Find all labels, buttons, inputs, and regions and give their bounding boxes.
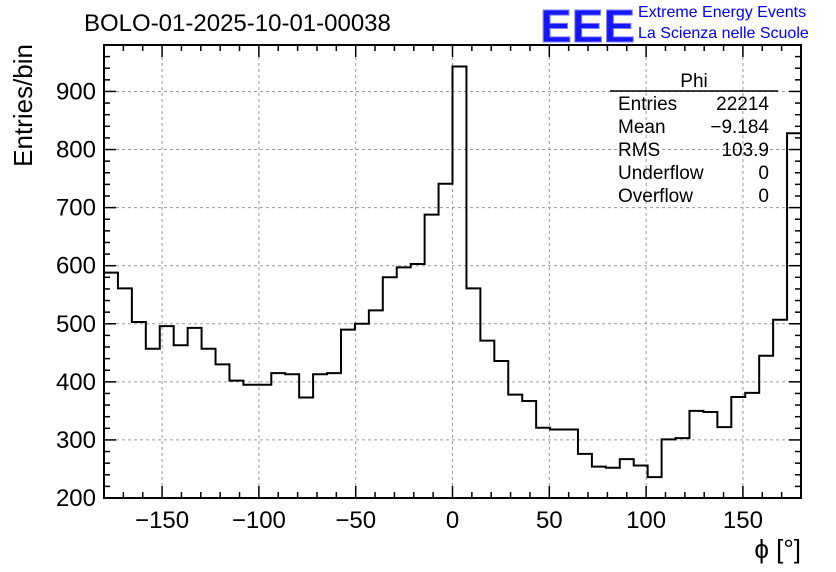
x-tick-label: −100 xyxy=(232,507,286,534)
stats-label: Mean xyxy=(618,117,666,138)
histogram-bin xyxy=(522,401,536,498)
histogram-bin xyxy=(202,349,216,498)
histogram-bin xyxy=(411,264,425,498)
y-tick-label: 500 xyxy=(56,311,96,338)
histogram-bin xyxy=(299,398,313,498)
stats-value: 103.9 xyxy=(721,140,769,161)
y-tick-label: 600 xyxy=(56,253,96,280)
x-tick-label: −50 xyxy=(335,507,376,534)
stats-label: RMS xyxy=(618,140,660,161)
stats-title: Phi xyxy=(680,71,707,92)
histogram-bin xyxy=(243,385,257,498)
histogram-bin xyxy=(676,438,690,498)
x-tick-label: 150 xyxy=(723,507,763,534)
histogram-bin xyxy=(383,277,397,498)
histogram-bin xyxy=(229,381,243,498)
x-tick-label: −150 xyxy=(135,507,189,534)
histogram-bin xyxy=(508,395,522,498)
y-tick-label: 300 xyxy=(56,427,96,454)
histogram-bin xyxy=(118,288,132,498)
logo-line-2: La Scienza nelle Scuole xyxy=(638,25,809,42)
histogram-bin xyxy=(439,184,453,498)
histogram-bin xyxy=(703,412,717,498)
histogram-bin xyxy=(592,467,606,498)
stats-value: −9.184 xyxy=(710,117,769,138)
histogram-bin xyxy=(662,439,676,498)
histogram-bin xyxy=(174,345,188,498)
histogram-bin xyxy=(787,133,801,498)
histogram-bin xyxy=(369,310,383,498)
histogram-bin xyxy=(397,267,411,498)
histogram-bin xyxy=(271,373,285,498)
histogram-bin xyxy=(425,215,439,498)
y-tick-label: 700 xyxy=(56,195,96,222)
histogram-bin xyxy=(132,322,146,498)
x-axis-label: ϕ [°] xyxy=(754,534,801,564)
histogram-bin xyxy=(341,330,355,498)
stats-value: 0 xyxy=(758,186,769,207)
histogram-bin xyxy=(536,428,550,498)
logo-mark: EEE xyxy=(540,2,635,46)
histogram-outline xyxy=(103,65,802,498)
x-tick-label: 50 xyxy=(536,507,563,534)
histogram-bin xyxy=(759,356,773,498)
histogram-bin xyxy=(773,320,787,498)
histogram-bin xyxy=(648,477,662,498)
histogram-bin xyxy=(578,454,592,498)
histogram-bin xyxy=(550,429,564,498)
histogram-bin xyxy=(188,328,202,498)
histogram-bin xyxy=(216,364,230,498)
histogram-bin xyxy=(285,374,299,498)
histogram-bin xyxy=(355,324,369,498)
histogram-bin xyxy=(717,427,731,498)
histogram-bin xyxy=(480,341,494,498)
histogram-bin xyxy=(731,397,745,498)
histogram-bin xyxy=(313,374,327,498)
histogram-bin xyxy=(689,411,703,498)
stats-label: Underflow xyxy=(618,163,704,184)
histogram-bin xyxy=(160,326,174,498)
histogram-bin xyxy=(257,385,271,498)
y-tick-label: 400 xyxy=(56,369,96,396)
stats-value: 22214 xyxy=(716,94,769,115)
stats-label: Overflow xyxy=(618,186,693,207)
histogram-bin xyxy=(466,288,480,498)
chart-title: BOLO-01-2025-10-01-00038 xyxy=(84,10,391,37)
y-tick-label: 200 xyxy=(56,485,96,512)
histogram-bin xyxy=(146,349,160,498)
histogram-bin xyxy=(494,361,508,498)
y-tick-label: 900 xyxy=(56,78,96,105)
x-tick-label: 100 xyxy=(626,507,666,534)
logo-line-1: Extreme Energy Events xyxy=(638,4,807,21)
eee-logo: EEE xyxy=(540,2,636,46)
histogram-bin xyxy=(453,66,467,498)
stats-label: Entries xyxy=(618,94,677,115)
y-axis-label: Entries/bin xyxy=(8,44,38,167)
histogram-bin xyxy=(564,429,578,498)
histogram-bin xyxy=(327,373,341,498)
stats-value: 0 xyxy=(758,163,769,184)
histogram-bin xyxy=(745,393,759,498)
histogram-bin xyxy=(104,273,118,498)
x-tick-label: 0 xyxy=(446,507,459,534)
y-tick-label: 800 xyxy=(56,137,96,164)
